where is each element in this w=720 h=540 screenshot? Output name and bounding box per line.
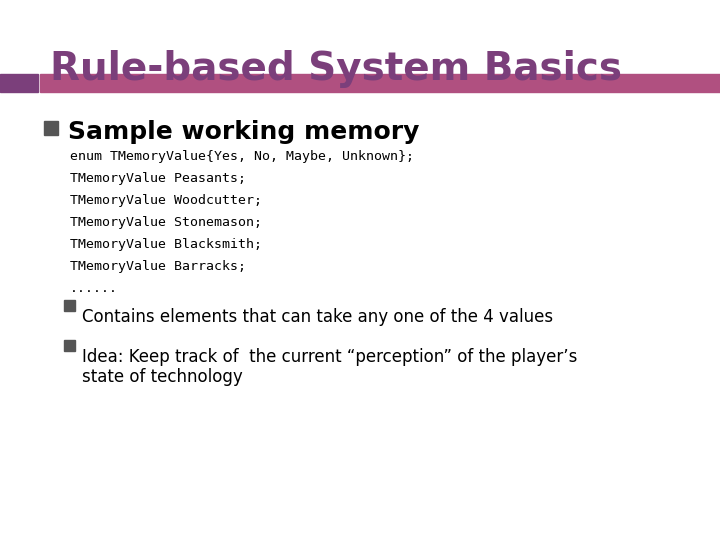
Text: Idea: Keep track of  the current “perception” of the player’s: Idea: Keep track of the current “percept… [82, 348, 577, 366]
Text: enum TMemoryValue{Yes, No, Maybe, Unknown};: enum TMemoryValue{Yes, No, Maybe, Unknow… [70, 150, 414, 163]
Text: Contains elements that can take any one of the 4 values: Contains elements that can take any one … [82, 308, 553, 326]
Text: Rule-based System Basics: Rule-based System Basics [50, 50, 622, 88]
Bar [44, 121, 58, 135]
Text: TMemoryValue Woodcutter;: TMemoryValue Woodcutter; [70, 194, 262, 207]
Text: TMemoryValue Blacksmith;: TMemoryValue Blacksmith; [70, 238, 262, 251]
Text: TMemoryValue Peasants;: TMemoryValue Peasants; [70, 172, 246, 185]
Bar [64, 300, 75, 311]
Bar [40, 74, 720, 92]
Text: state of technology: state of technology [82, 368, 243, 386]
Bar [64, 340, 75, 351]
Text: ......: ...... [70, 282, 118, 295]
Text: Sample working memory: Sample working memory [68, 120, 419, 144]
Text: TMemoryValue Barracks;: TMemoryValue Barracks; [70, 260, 246, 273]
Bar [0, 74, 38, 92]
Text: TMemoryValue Stonemason;: TMemoryValue Stonemason; [70, 216, 262, 229]
